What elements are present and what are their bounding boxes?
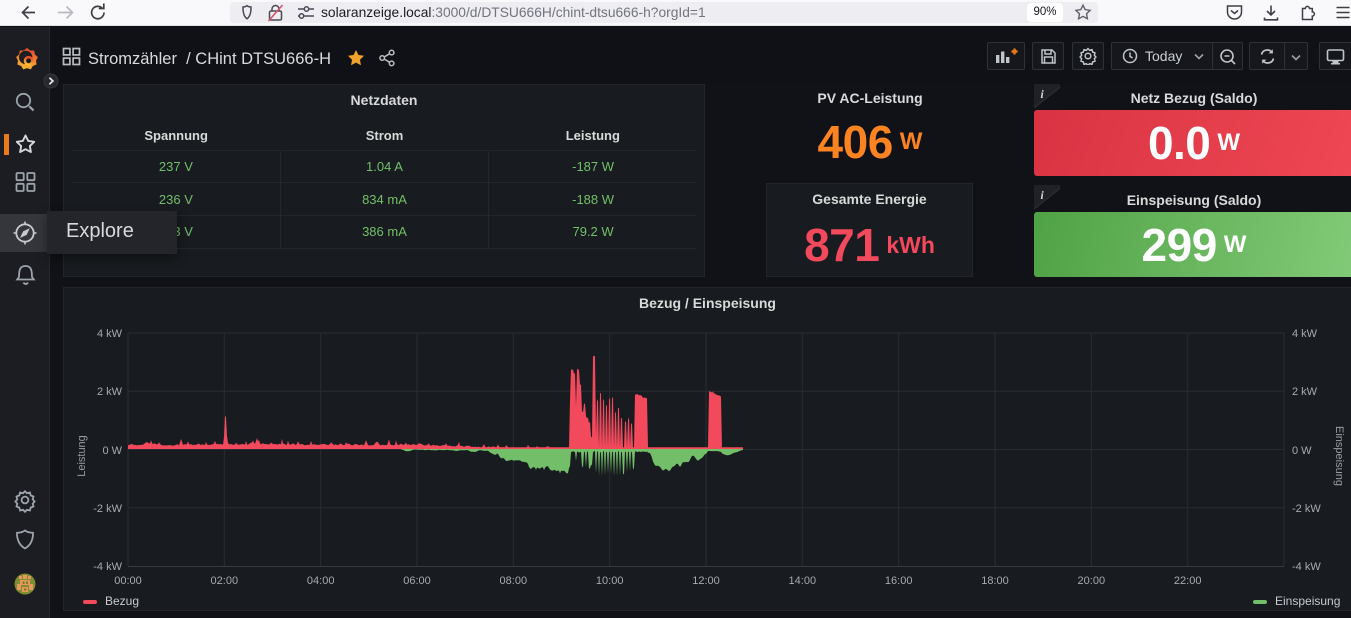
svg-text:i: i xyxy=(1041,190,1045,202)
svg-text:0 W: 0 W xyxy=(102,445,122,457)
svg-text:Einspeisung: Einspeisung xyxy=(1275,594,1340,608)
svg-text:Bezug: Bezug xyxy=(105,594,139,608)
svg-text:-4 kW: -4 kW xyxy=(1292,561,1321,573)
svg-text:00:00: 00:00 xyxy=(114,575,142,587)
svg-text:Leistung: Leistung xyxy=(76,435,88,477)
svg-text:16:00: 16:00 xyxy=(885,575,913,587)
svg-text:12:00: 12:00 xyxy=(692,575,720,587)
svg-text:10:00: 10:00 xyxy=(596,575,624,587)
svg-text:-4 kW: -4 kW xyxy=(93,561,122,573)
svg-text:22:00: 22:00 xyxy=(1174,575,1202,587)
svg-text:04:00: 04:00 xyxy=(307,575,335,587)
svg-text:Einspeisung: Einspeisung xyxy=(1333,426,1345,486)
svg-text:4 kW: 4 kW xyxy=(97,328,123,340)
svg-text:06:00: 06:00 xyxy=(403,575,431,587)
svg-text:14:00: 14:00 xyxy=(789,575,817,587)
svg-text:2 kW: 2 kW xyxy=(1292,386,1318,398)
svg-text:4 kW: 4 kW xyxy=(1292,328,1318,340)
svg-text:-2 kW: -2 kW xyxy=(93,503,122,515)
svg-text:2 kW: 2 kW xyxy=(97,386,123,398)
svg-text:20:00: 20:00 xyxy=(1078,575,1106,587)
svg-text:i: i xyxy=(1041,89,1045,101)
svg-text:0 W: 0 W xyxy=(1292,445,1312,457)
svg-text:02:00: 02:00 xyxy=(211,575,239,587)
svg-text:08:00: 08:00 xyxy=(500,575,528,587)
svg-text:18:00: 18:00 xyxy=(981,575,1009,587)
svg-text:-2 kW: -2 kW xyxy=(1292,503,1321,515)
